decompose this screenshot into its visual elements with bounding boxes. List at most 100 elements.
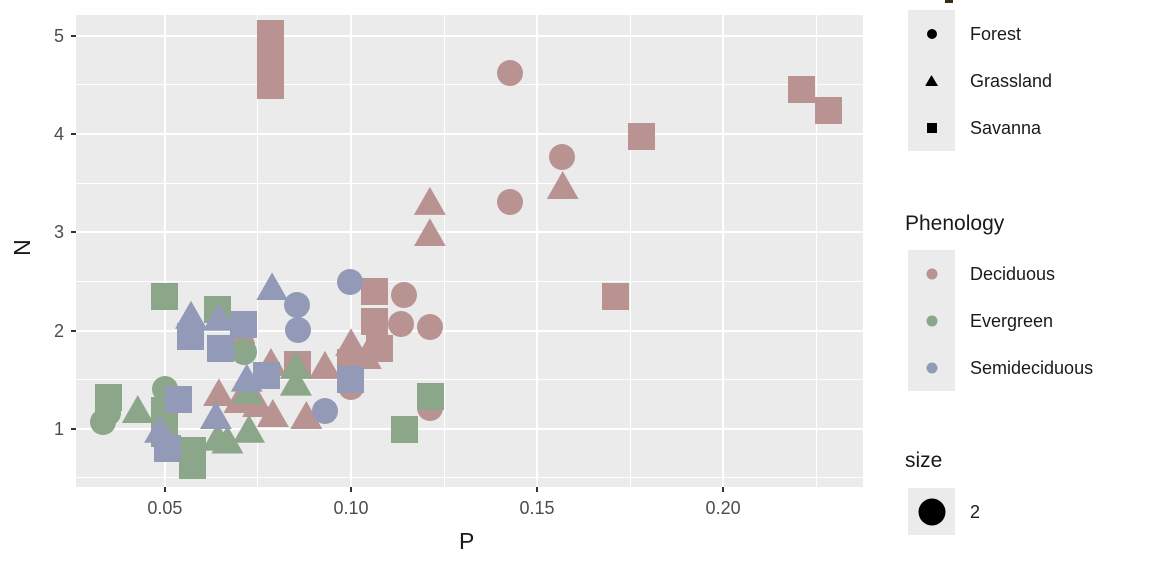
circle-icon [926,28,937,39]
point-square [814,96,842,124]
point-circle [548,143,575,170]
y-major-gridline [76,231,863,234]
y-tick-mark [71,133,76,136]
x-tick-label: 0.10 [333,498,369,518]
legend-key-grassland [908,57,955,104]
legend-label-semideciduous: Semideciduous [970,358,1094,378]
legend-key-savanna [908,104,955,151]
phenology-legend-title: Phenology [905,212,1005,235]
x-minor-gridline [629,15,631,487]
point-circle [417,313,444,340]
y-tick-label: 1 [53,418,64,439]
clipped-shape-legend-title [945,0,953,3]
point-square [151,282,179,310]
y-minor-gridline [76,280,863,282]
x-minor-gridline [257,15,259,487]
point-circle [284,291,311,318]
y-minor-gridline [76,84,863,86]
point-circle [390,282,417,309]
legend-label-deciduous: Deciduous [970,264,1056,284]
y-minor-gridline [76,477,863,479]
triangle-icon [925,75,938,86]
point-square [257,72,285,100]
point-triangle [121,395,154,424]
point-triangle [546,171,579,200]
square-icon [926,122,937,133]
y-minor-gridline [76,182,863,184]
size-legend-title: size [905,449,943,472]
point-square [787,76,815,104]
x-tick-mark [536,487,539,492]
y-major-gridline [76,34,863,37]
y-major-gridline [76,133,863,136]
y-tick-mark [71,231,76,234]
point-circle [496,60,523,87]
x-axis-title: P [459,528,475,554]
point-square [154,434,182,462]
y-tick-label: 2 [53,320,64,341]
point-square [602,282,630,310]
y-tick-label: 5 [53,25,64,46]
point-circle [311,398,338,425]
x-tick-mark [163,487,166,492]
point-square [391,416,419,444]
x-minor-gridline [443,15,445,487]
point-circle [336,269,363,296]
y-minor-gridline [76,379,863,381]
point-square [360,277,388,305]
point-circle [284,316,311,343]
x-minor-gridline [815,15,817,487]
legend-label-forest: Forest [970,24,1022,44]
point-square [337,366,365,394]
legend-label-savanna: Savanna [970,118,1042,138]
circle-icon [926,362,937,373]
point-circle [230,339,257,366]
point-square [257,20,285,48]
point-square [257,46,285,74]
plot-panel [76,15,863,487]
point-circle [496,188,523,215]
point-square [206,334,234,362]
legend-key-evergreen [908,297,955,344]
point-square [178,436,206,464]
legend-key-semideciduous [908,344,955,391]
y-tick-mark [71,427,76,430]
x-tick-mark [349,487,352,492]
point-square [177,322,205,350]
point-square [628,122,656,150]
legend-label-grassland: Grassland [970,71,1053,91]
point-square [416,382,444,410]
point-triangle [413,186,446,215]
legend-key-deciduous [908,250,955,297]
x-tick-mark [722,487,725,492]
circle-icon [926,315,937,326]
point-triangle [256,272,289,301]
x-major-gridline [536,15,539,487]
y-major-gridline [76,329,863,332]
circle-icon [926,268,937,279]
x-major-gridline [722,15,725,487]
x-major-gridline [349,15,352,487]
point-square [165,385,193,413]
y-axis-title: N [8,239,35,256]
x-tick-label: 0.15 [519,498,555,518]
y-tick-mark [71,34,76,37]
size-legend-label: 2 [970,502,981,522]
point-square [230,311,258,339]
y-tick-mark [71,329,76,332]
x-tick-label: 0.05 [147,498,183,518]
point-circle [90,408,117,435]
point-square [253,362,281,390]
y-tick-label: 4 [53,124,64,145]
y-major-gridline [76,427,863,430]
size-circle-icon [918,498,945,525]
legend-key-forest [908,10,955,57]
x-major-gridline [163,15,166,487]
point-circle [387,310,414,337]
legend-label-evergreen: Evergreen [970,311,1054,331]
size-legend-key [908,488,955,535]
point-square [360,308,388,336]
y-tick-label: 3 [53,222,64,243]
x-tick-label: 0.20 [705,498,741,518]
